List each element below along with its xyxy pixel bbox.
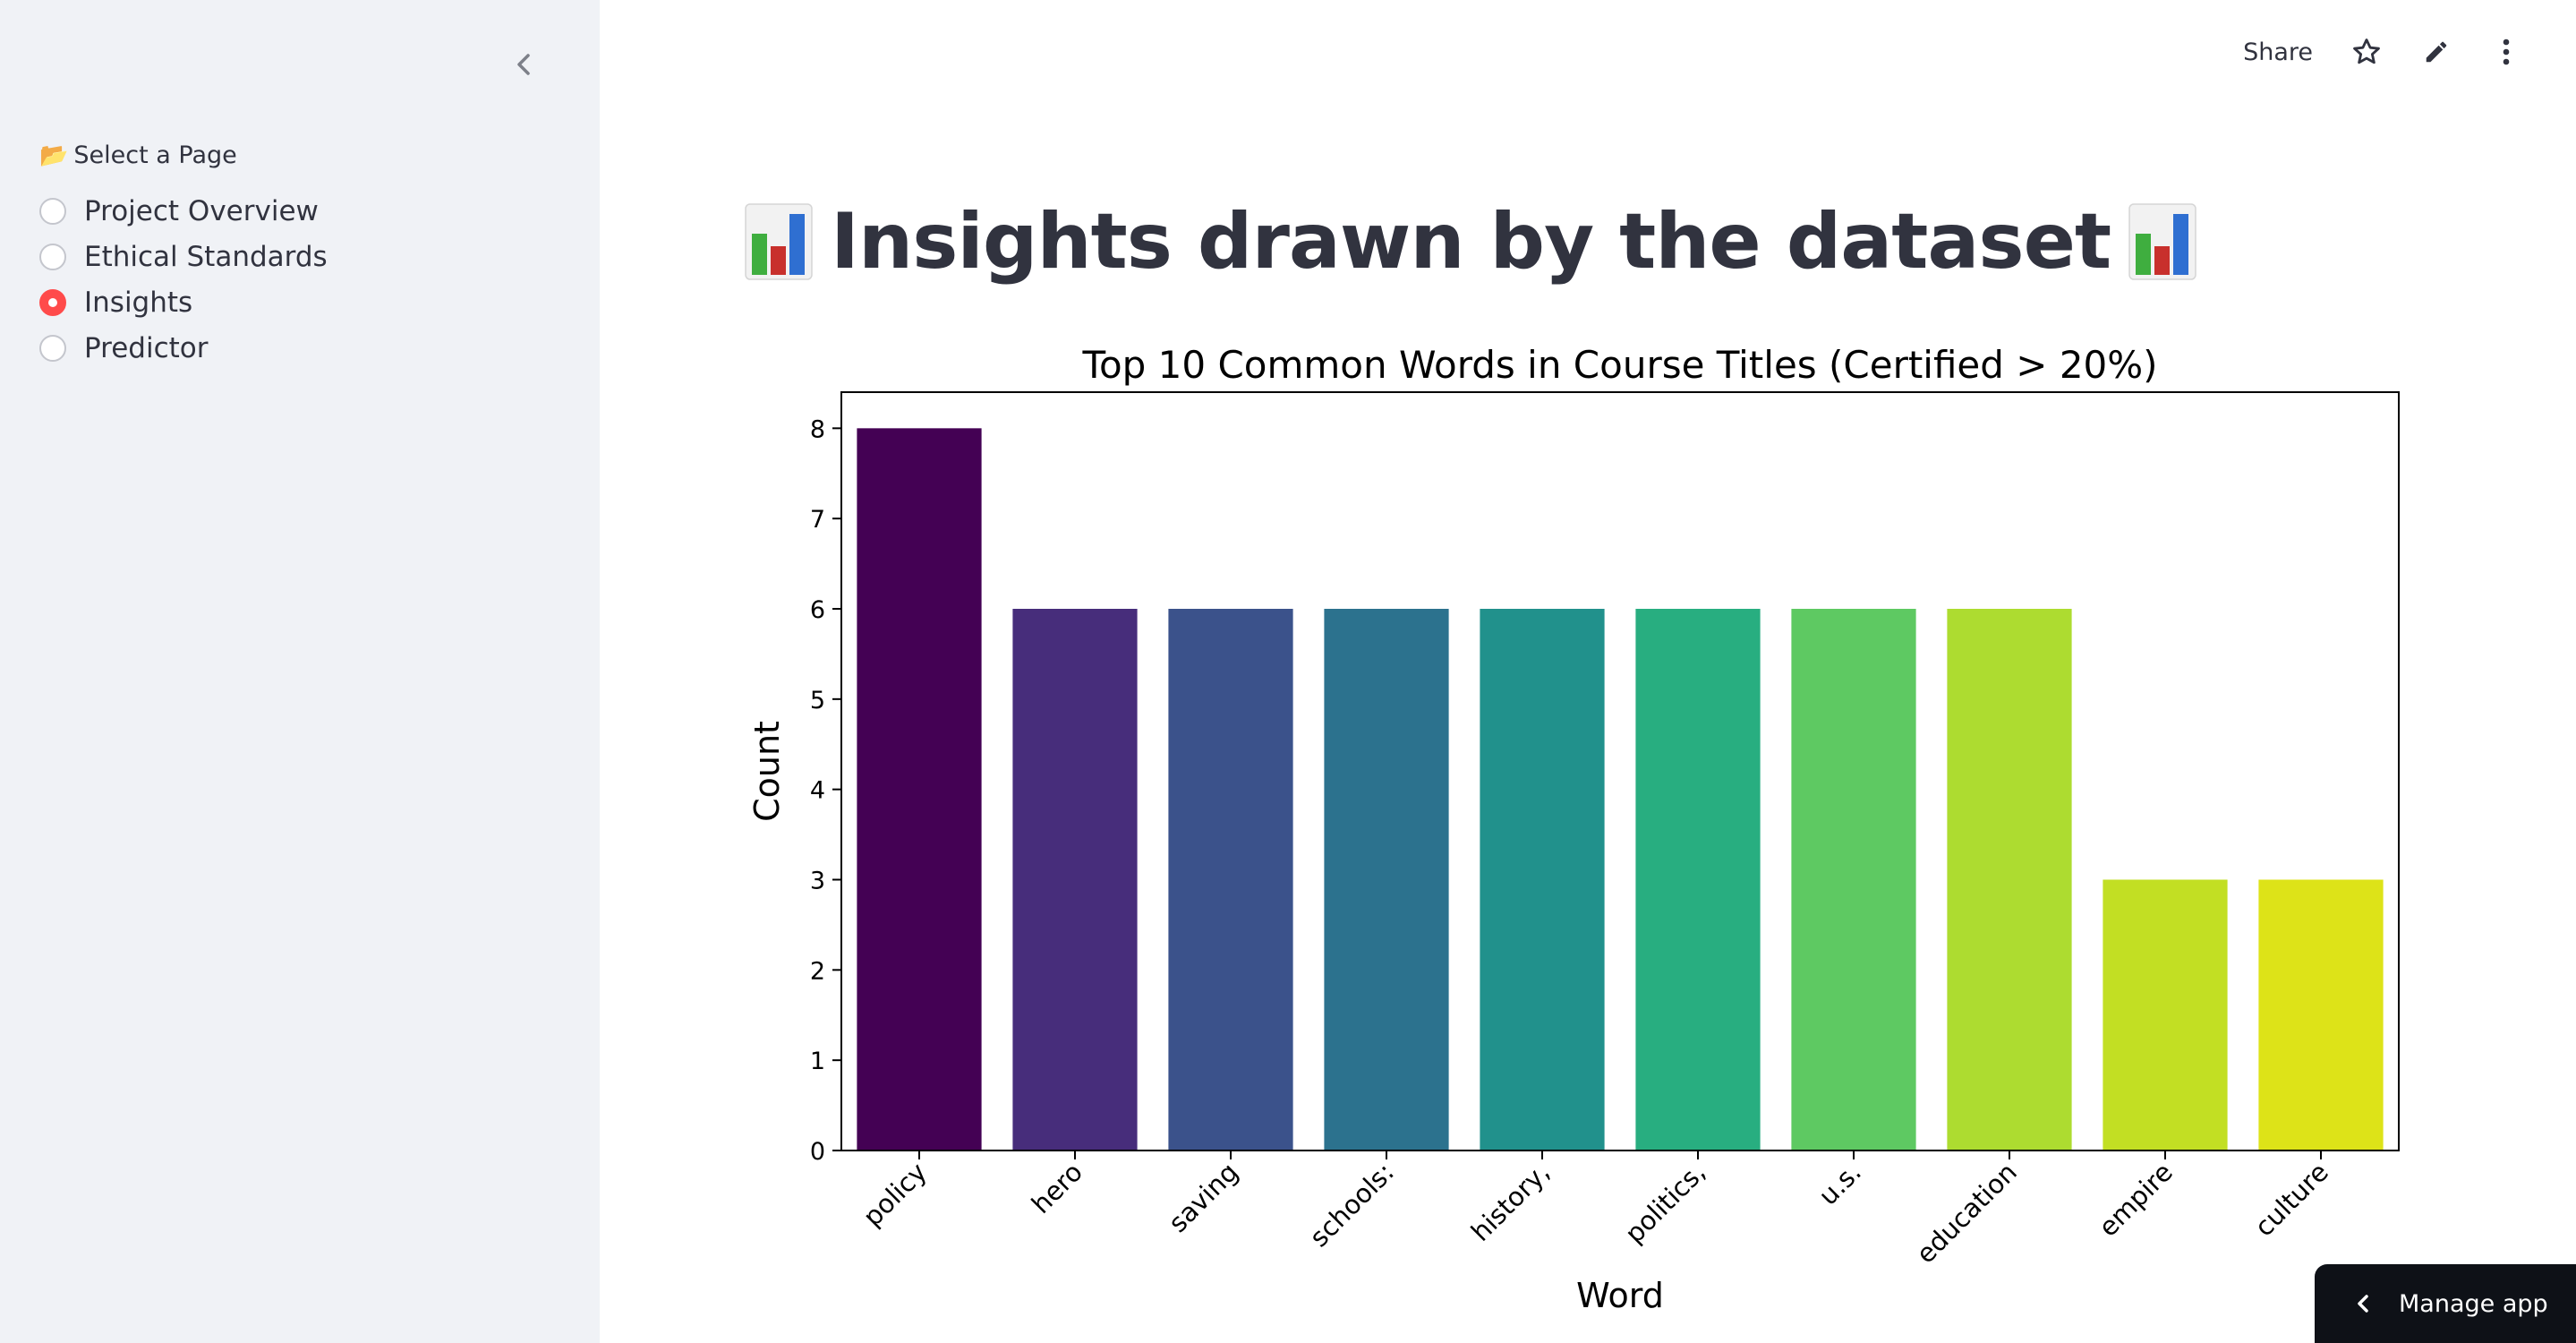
chart-title: Top 10 Common Words in Course Titles (Ce… [1081,343,2157,387]
bar-hero [1012,609,1138,1151]
sidebar: 📂 Select a Page Project Overview Ethical… [0,0,600,1343]
more-options-icon[interactable] [2490,36,2522,68]
bar-empire [2103,879,2228,1151]
chevron-left-icon [2358,1295,2368,1313]
x-tick-label: history, [1465,1157,1556,1247]
x-axis-label: Word [1576,1276,1664,1315]
bar-policy [857,428,982,1151]
page-radio-group: Project Overview Ethical Standards Insig… [39,188,328,371]
page-selector-label: 📂 Select a Page [39,141,237,169]
y-tick-label: 4 [810,777,825,805]
radio-option-insights[interactable]: Insights [39,279,328,325]
x-tick-label: saving [1163,1157,1244,1238]
bar-chart-emoji-icon [745,203,813,280]
plot-frame [840,391,2400,1151]
bar-schools [1324,609,1449,1151]
x-tick-label: schools: [1304,1157,1400,1253]
radio-option-label: Predictor [84,331,209,364]
y-tick-label: 1 [810,1048,825,1075]
radio-option-label: Project Overview [84,194,319,227]
manage-app-label: Manage app [2399,1289,2548,1318]
page-title-text: Insights drawn by the dataset [831,197,2111,287]
y-tick-label: 3 [810,868,825,895]
page-selector-label-text: Select a Page [73,141,237,169]
folder-icon: 📂 [39,141,69,169]
manage-app-button[interactable]: Manage app [2315,1264,2576,1343]
bar-politics [1635,609,1761,1151]
radio-option-predictor[interactable]: Predictor [39,325,328,371]
y-tick-label: 6 [810,596,825,624]
x-tick-label: culture [2248,1157,2334,1243]
radio-button[interactable] [39,334,66,362]
bar-us [1791,609,1916,1151]
edit-pencil-icon[interactable] [2420,36,2452,68]
radio-option-ethical-standards[interactable]: Ethical Standards [39,234,328,279]
y-axis-label: Count [747,721,787,822]
x-tick-label: education [1910,1157,2023,1270]
x-tick-label: policy [857,1157,933,1232]
bar-education [1947,609,2072,1151]
bar-saving [1168,609,1293,1151]
y-tick-label: 0 [810,1138,825,1166]
radio-button[interactable] [39,197,66,225]
radio-option-label: Insights [84,286,193,319]
bar-chart-svg: Top 10 Common Words in Course Titles (Ce… [747,343,2400,1315]
radio-button[interactable] [39,243,66,270]
page-title: Insights drawn by the dataset [745,197,2196,287]
share-button[interactable]: Share [2243,38,2313,66]
y-tick-label: 2 [810,957,825,985]
bar-chart: Top 10 Common Words in Course Titles (Ce… [743,331,2426,1316]
radio-button-selected[interactable] [39,288,66,316]
y-tick-label: 5 [810,687,825,714]
y-tick-label: 8 [810,415,825,443]
bar-chart-emoji-icon [2128,203,2196,280]
radio-option-label: Ethical Standards [84,240,328,273]
y-tick-label: 7 [810,506,825,534]
bar-history [1480,609,1605,1151]
collapse-sidebar-button[interactable] [510,47,537,82]
x-tick-label: politics, [1619,1157,1711,1249]
header-toolbar: Share [2243,36,2522,68]
bar-culture [2258,879,2384,1151]
radio-option-project-overview[interactable]: Project Overview [39,188,328,234]
x-tick-label: u.s. [1813,1157,1867,1211]
x-tick-label: empire [2093,1157,2179,1243]
chevron-left-icon [517,54,530,75]
star-icon[interactable] [2350,36,2383,68]
x-tick-label: hero [1026,1157,1088,1219]
